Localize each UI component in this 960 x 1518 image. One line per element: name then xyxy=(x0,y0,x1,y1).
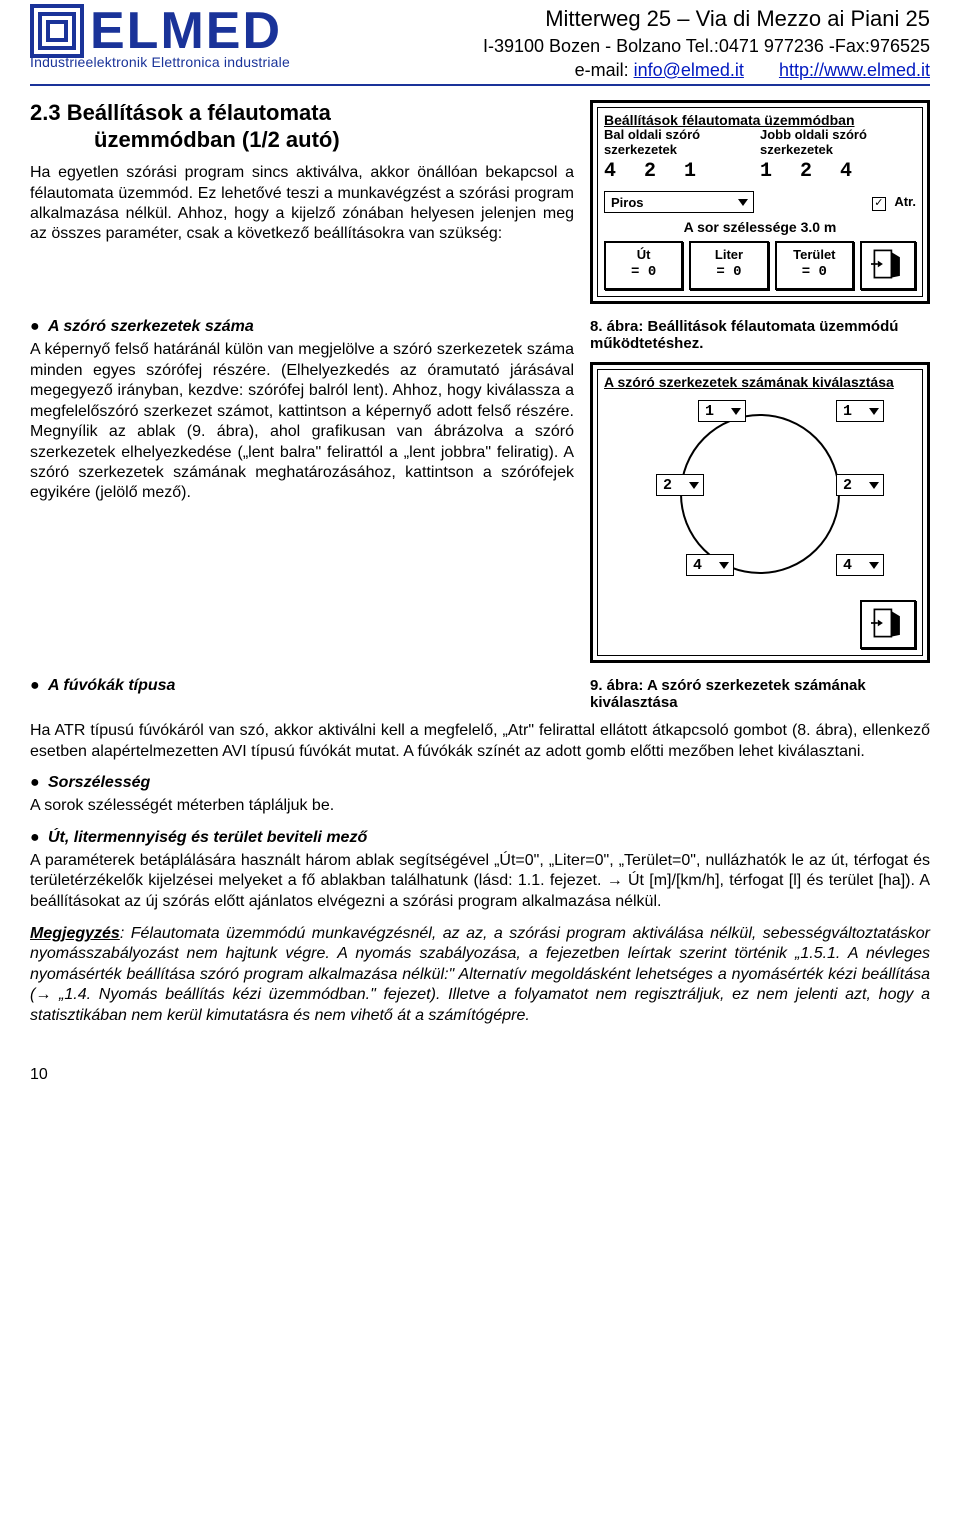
dropdown-top-right[interactable]: 1 xyxy=(836,400,884,422)
contact-block: Mitterweg 25 – Via di Mezzo ai Piani 25 … xyxy=(400,4,930,82)
website-link[interactable]: http://www.elmed.it xyxy=(779,60,930,80)
ut-button[interactable]: Út = 0 xyxy=(604,241,683,290)
left-digits: 4 2 1 xyxy=(604,160,760,183)
panel-sprayer-count: A szóró szerkezetek számának kiválasztás… xyxy=(590,362,930,663)
terulet-value: = 0 xyxy=(779,264,850,280)
section-title-l1: Beállítások a félautomata xyxy=(67,100,331,125)
atr-toggle[interactable]: ✓ Atr. xyxy=(872,193,916,211)
bullet-4: ●Út, litermennyiség és terület beviteli … xyxy=(30,829,930,847)
dd-tl-value: 1 xyxy=(705,403,714,420)
exit-door-icon xyxy=(871,247,905,284)
section-title: 2.3 Beállítások a félautomata üzemmódban… xyxy=(30,100,574,153)
color-value: Piros xyxy=(611,195,644,210)
section-number: 2.3 xyxy=(30,100,67,125)
b3-title: Sorszélesség xyxy=(48,774,150,791)
b3-text: A sorok szélességét méterben tápláljuk b… xyxy=(30,796,930,816)
exit-button[interactable] xyxy=(860,241,916,290)
page-number: 10 xyxy=(30,1066,930,1084)
chevron-down-icon xyxy=(737,196,749,208)
email-label: e-mail: xyxy=(575,60,634,80)
chevron-down-icon xyxy=(868,559,880,571)
section-title-l2: üzemmódban (1/2 autó) xyxy=(30,127,574,153)
liter-label: Liter xyxy=(693,247,764,262)
dropdown-bot-left[interactable]: 4 xyxy=(686,554,734,576)
ut-value: = 0 xyxy=(608,264,679,280)
elmed-logo-icon xyxy=(30,4,84,58)
intro-paragraph: Ha egyetlen szórási program sincs aktivá… xyxy=(30,163,574,245)
chevron-down-icon xyxy=(868,479,880,491)
chevron-down-icon xyxy=(868,405,880,417)
note-text: : Félautomata üzemmódú munkavégzésnél, a… xyxy=(30,925,930,1024)
right-label-l1: Jobb oldali szóró xyxy=(760,128,916,143)
terulet-button[interactable]: Terület = 0 xyxy=(775,241,854,290)
terulet-label: Terület xyxy=(779,247,850,262)
b1-title: A szóró szerkezetek száma xyxy=(48,318,254,335)
checkbox-icon: ✓ xyxy=(872,197,886,211)
logo-block: ELMED Industrieelektronik Elettronica in… xyxy=(30,4,400,82)
dropdown-bot-right[interactable]: 4 xyxy=(836,554,884,576)
dd-mr-value: 2 xyxy=(843,477,852,494)
dd-bl-value: 4 xyxy=(693,557,702,574)
b4-title: Út, litermennyiség és terület beviteli m… xyxy=(48,829,367,846)
right-label-l2: szerkezetek xyxy=(760,143,916,158)
dropdown-mid-right[interactable]: 2 xyxy=(836,474,884,496)
circle-diagram: 1 1 2 2 xyxy=(604,394,916,594)
bullet-2: ●A fúvókák típusa xyxy=(30,677,574,695)
left-label-l2: szerkezetek xyxy=(604,143,760,158)
liter-value: = 0 xyxy=(693,264,764,280)
b4-text: A paraméterek betáplálására használt hár… xyxy=(30,851,930,912)
color-dropdown[interactable]: Piros xyxy=(604,191,754,213)
ut-label: Út xyxy=(608,247,679,262)
dd-ml-value: 2 xyxy=(663,477,672,494)
email-line: e-mail: info@elmed.it http://www.elmed.i… xyxy=(400,58,930,82)
liter-button[interactable]: Liter = 0 xyxy=(689,241,768,290)
dd-br-value: 4 xyxy=(843,557,852,574)
city-line: I-39100 Bozen - Bolzano Tel.:0471 977236… xyxy=(400,34,930,58)
panel1-title: Beállítások félautomata üzemmódban xyxy=(604,112,916,128)
panel2-title: A szóró szerkezetek számának kiválasztás… xyxy=(604,374,916,390)
address-line: Mitterweg 25 – Via di Mezzo ai Piani 25 xyxy=(400,4,930,34)
brand-subtitle: Industrieelektronik Elettronica industri… xyxy=(30,54,400,70)
b1-text: A képernyő felső határánál külön van meg… xyxy=(30,340,574,504)
sprayer-circle-icon xyxy=(680,414,840,574)
left-label-l1: Bal oldali szóró xyxy=(604,128,760,143)
dropdown-mid-left[interactable]: 2 xyxy=(656,474,704,496)
atr-label: Atr. xyxy=(894,194,916,209)
row-width-value: A sor szélessége 3.0 m xyxy=(604,219,916,235)
panel-settings: Beállítások félautomata üzemmódban Bal o… xyxy=(590,100,930,304)
b2-title: A fúvókák típusa xyxy=(48,677,175,694)
bullet-3: ●Sorszélesség xyxy=(30,774,930,792)
chevron-down-icon xyxy=(688,479,700,491)
chevron-down-icon xyxy=(730,405,742,417)
bullet-1: ●A szóró szerkezetek száma xyxy=(30,318,574,336)
dd-tr-value: 1 xyxy=(843,403,852,420)
page-header: ELMED Industrieelektronik Elettronica in… xyxy=(30,0,930,86)
brand-name: ELMED xyxy=(90,8,282,55)
exit-door-icon xyxy=(871,606,905,643)
note-label: Megjegyzés xyxy=(30,925,120,942)
b2-text: Ha ATR típusú fúvókáról van szó, akkor a… xyxy=(30,721,930,762)
exit-button-2[interactable] xyxy=(860,600,916,649)
panel2-caption: 9. ábra: A szóró szerkezetek számának ki… xyxy=(590,677,930,711)
email-link[interactable]: info@elmed.it xyxy=(634,60,744,80)
panel1-caption: 8. ábra: Beállitások félautomata üzemmód… xyxy=(590,318,930,352)
note-paragraph: Megjegyzés: Félautomata üzemmódú munkavé… xyxy=(30,924,930,1026)
right-digits: 1 2 4 xyxy=(760,160,916,183)
dropdown-top-left[interactable]: 1 xyxy=(698,400,746,422)
chevron-down-icon xyxy=(718,559,730,571)
